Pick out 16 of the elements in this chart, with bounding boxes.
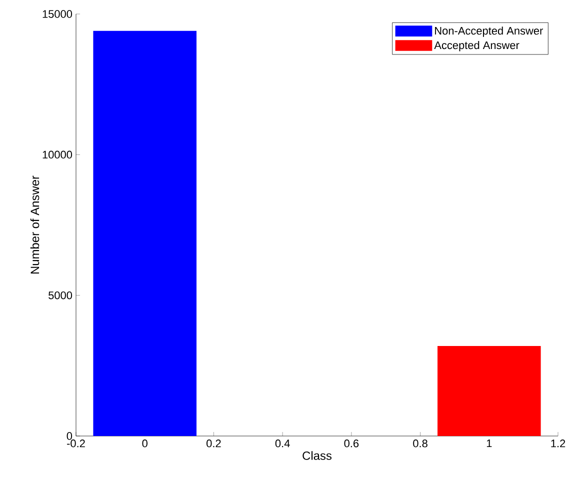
x-axis-title: Class	[302, 451, 332, 460]
x-tick-label: -0.2	[67, 440, 85, 448]
legend-label: Accepted Answer	[434, 41, 520, 52]
x-tick-label: 0.6	[344, 440, 359, 448]
x-tick-label: 0.4	[275, 440, 290, 448]
x-tick-label: 1	[486, 440, 492, 448]
y-axis-title: Number of Answer	[30, 176, 40, 274]
x-tick-label: 0.2	[206, 440, 221, 448]
x-tick-label: 1.2	[551, 440, 566, 448]
x-tick-label: 0	[142, 440, 148, 448]
y-tick-label: 10000	[42, 150, 72, 159]
y-tick-label: 0	[66, 432, 72, 440]
y-tick-label: 15000	[42, 10, 72, 18]
y-tick-label: 5000	[48, 291, 72, 300]
legend-label: Non-Accepted Answer	[435, 26, 543, 37]
x-tick-label: 0.8	[413, 440, 428, 448]
